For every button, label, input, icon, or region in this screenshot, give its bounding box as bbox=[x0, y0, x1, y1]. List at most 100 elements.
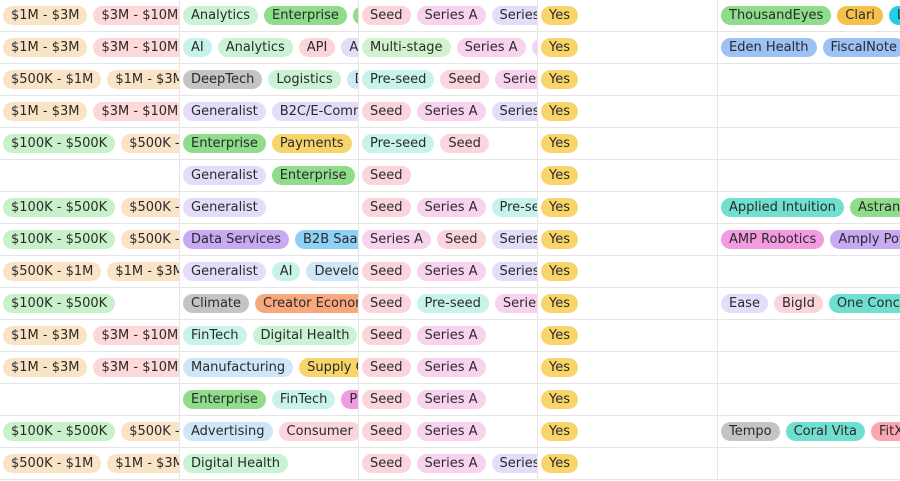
stage-cell[interactable]: Pre-seed Seed bbox=[359, 128, 538, 159]
portfolio-cell[interactable] bbox=[718, 64, 900, 95]
active-cell[interactable]: Yes bbox=[538, 384, 718, 415]
stage-cell[interactable]: Seed Series A Pre-seed bbox=[359, 192, 538, 223]
stage-cell[interactable]: Seed Series A Series B bbox=[359, 448, 538, 479]
funding-cell[interactable] bbox=[0, 384, 180, 415]
sector-cell[interactable]: AI Analytics API AR/ bbox=[180, 32, 359, 63]
portfolio-cell[interactable] bbox=[718, 160, 900, 191]
table-row[interactable]: $100K - $500K $500K - $1MAdvertising Consu… bbox=[0, 416, 900, 448]
funding-tag: $1M - $3M bbox=[107, 70, 179, 89]
funding-cell[interactable]: $100K - $500K bbox=[0, 288, 180, 319]
funding-cell[interactable]: $100K - $500K $500K - $1M bbox=[0, 416, 180, 447]
funding-cell[interactable]: $100K - $500K $500K - $1M bbox=[0, 192, 180, 223]
table-row[interactable]: $1M - $3M $3M - $10M FinTech Digital Health… bbox=[0, 320, 900, 352]
funding-cell[interactable]: $100K - $500K $500K - $1M bbox=[0, 128, 180, 159]
sector-cell[interactable]: Enterprise FinTech Pro bbox=[180, 384, 359, 415]
table-row[interactable]: $500K - $1M $1M - $3M Digital Health Seed Se… bbox=[0, 448, 900, 480]
active-cell[interactable]: Yes bbox=[538, 352, 718, 383]
active-cell[interactable]: Yes bbox=[538, 0, 718, 31]
stage-cell[interactable]: Seed Series A bbox=[359, 320, 538, 351]
tag-list: Series A Seed Series B bbox=[362, 230, 537, 249]
active-cell[interactable]: Yes bbox=[538, 32, 718, 63]
funding-cell[interactable]: $1M - $3M $3M - $10M bbox=[0, 352, 180, 383]
stage-cell[interactable]: Seed Series A Series B bbox=[359, 256, 538, 287]
sector-cell[interactable]: FinTech Digital Health bbox=[180, 320, 359, 351]
active-cell[interactable]: Yes bbox=[538, 128, 718, 159]
portfolio-cell[interactable]: AMP Robotics Amply Power bbox=[718, 224, 900, 255]
stage-cell[interactable]: Seed Series A Series B bbox=[359, 0, 538, 31]
table-row[interactable]: $100K - $500K$500K - $1MGeneralistSeedSe… bbox=[0, 192, 900, 224]
portfolio-cell[interactable] bbox=[718, 352, 900, 383]
portfolio-cell[interactable]: ThousandEyes Clari Li bbox=[718, 0, 900, 31]
active-cell[interactable]: Yes bbox=[538, 448, 718, 479]
portfolio-cell[interactable] bbox=[718, 320, 900, 351]
sector-cell[interactable]: Digital Health bbox=[180, 448, 359, 479]
stage-cell[interactable]: Pre-seed Seed Series bbox=[359, 64, 538, 95]
stage-cell[interactable]: Seed Series A Series B bbox=[359, 96, 538, 127]
funding-cell[interactable]: $1M - $3M $3M - $10M bbox=[0, 320, 180, 351]
stage-cell[interactable]: Seed Pre-seed Series bbox=[359, 288, 538, 319]
sector-cell[interactable]: Advertising Consumer bbox=[180, 416, 359, 447]
portfolio-cell[interactable]: Applied Intuition Astranis bbox=[718, 192, 900, 223]
stage-cell[interactable]: Seed Series A bbox=[359, 416, 538, 447]
portfolio-cell[interactable]: Tempo Coral Vita FitXR bbox=[718, 416, 900, 447]
stage-cell[interactable]: Multi-stage Series A S bbox=[359, 32, 538, 63]
table-row[interactable]: $100K - $500K $500K - $1MData Services B2B… bbox=[0, 224, 900, 256]
tag-list: Yes bbox=[541, 294, 578, 313]
portfolio-cell[interactable]: Eden Health FiscalNote bbox=[718, 32, 900, 63]
portfolio-cell[interactable] bbox=[718, 384, 900, 415]
funding-cell[interactable] bbox=[0, 160, 180, 191]
stage-cell[interactable]: Seed Series A bbox=[359, 384, 538, 415]
portfolio-cell[interactable]: Ease BigId One Concern bbox=[718, 288, 900, 319]
active-cell[interactable]: Yes bbox=[538, 96, 718, 127]
funding-tag: $3M - $10M bbox=[93, 38, 179, 57]
funding-cell[interactable]: $1M - $3M $3M - $10M bbox=[0, 96, 180, 127]
portfolio-cell[interactable] bbox=[718, 448, 900, 479]
funding-cell[interactable]: $500K - $1M $1M - $3M bbox=[0, 256, 180, 287]
tag-list: Ease BigId One Concern bbox=[721, 294, 900, 313]
sector-cell[interactable]: Manufacturing Supply Chain bbox=[180, 352, 359, 383]
table-row[interactable]: $100K - $500K $500K - $1MEnterprise Paymen… bbox=[0, 128, 900, 160]
active-cell[interactable]: Yes bbox=[538, 224, 718, 255]
active-cell[interactable]: Yes bbox=[538, 192, 718, 223]
active-cell[interactable]: Yes bbox=[538, 320, 718, 351]
active-cell[interactable]: Yes bbox=[538, 256, 718, 287]
funding-cell[interactable]: $1M - $3M $3M - $10M bbox=[0, 32, 180, 63]
sector-tag: Advertising bbox=[183, 422, 273, 441]
funding-tag: $1M - $3M bbox=[3, 6, 88, 25]
funding-cell[interactable]: $1M - $3M $3M - $10M bbox=[0, 0, 180, 31]
sector-cell[interactable]: Climate Creator Economy bbox=[180, 288, 359, 319]
active-cell[interactable]: Yes bbox=[538, 288, 718, 319]
sector-cell[interactable]: Generalist bbox=[180, 192, 359, 223]
sector-cell[interactable]: Analytics Enterprise H bbox=[180, 0, 359, 31]
table-row[interactable]: Enterprise FinTech ProSeed Series A Yes bbox=[0, 384, 900, 416]
table-row[interactable]: $1M - $3M$3M - $10MAnalyticsEnterpriseHS… bbox=[0, 0, 900, 32]
funding-cell[interactable]: $100K - $500K $500K - $1M bbox=[0, 224, 180, 255]
table-row[interactable]: $100K - $500K Climate Creator EconomySeed P… bbox=[0, 288, 900, 320]
table-row[interactable]: GeneralistEnterpriseVSeedYes bbox=[0, 160, 900, 192]
tag-list: Pre-seed Seed Series bbox=[362, 70, 537, 89]
portfolio-cell[interactable] bbox=[718, 256, 900, 287]
stage-cell[interactable]: Series A Seed Series B bbox=[359, 224, 538, 255]
sector-cell[interactable]: Generalist AI Developer bbox=[180, 256, 359, 287]
tag-list: $1M - $3M $3M - $10M bbox=[3, 102, 179, 121]
active-cell[interactable]: Yes bbox=[538, 160, 718, 191]
stage-cell[interactable]: Seed bbox=[359, 160, 538, 191]
sector-cell[interactable]: Enterprise Payments B bbox=[180, 128, 359, 159]
stage-cell[interactable]: Seed Series A bbox=[359, 352, 538, 383]
funding-cell[interactable]: $500K - $1M $1M - $3M bbox=[0, 448, 180, 479]
sector-cell[interactable]: Generalist B2C/E-Commerce bbox=[180, 96, 359, 127]
portfolio-cell[interactable] bbox=[718, 128, 900, 159]
sector-cell[interactable]: DeepTech Logistics De bbox=[180, 64, 359, 95]
sector-cell[interactable]: GeneralistEnterpriseV bbox=[180, 160, 359, 191]
portfolio-cell[interactable] bbox=[718, 96, 900, 127]
active-cell[interactable]: Yes bbox=[538, 64, 718, 95]
active-cell[interactable]: Yes bbox=[538, 416, 718, 447]
funding-cell[interactable]: $500K - $1M $1M - $3M bbox=[0, 64, 180, 95]
tag-list: FinTech Digital Health bbox=[183, 326, 358, 345]
